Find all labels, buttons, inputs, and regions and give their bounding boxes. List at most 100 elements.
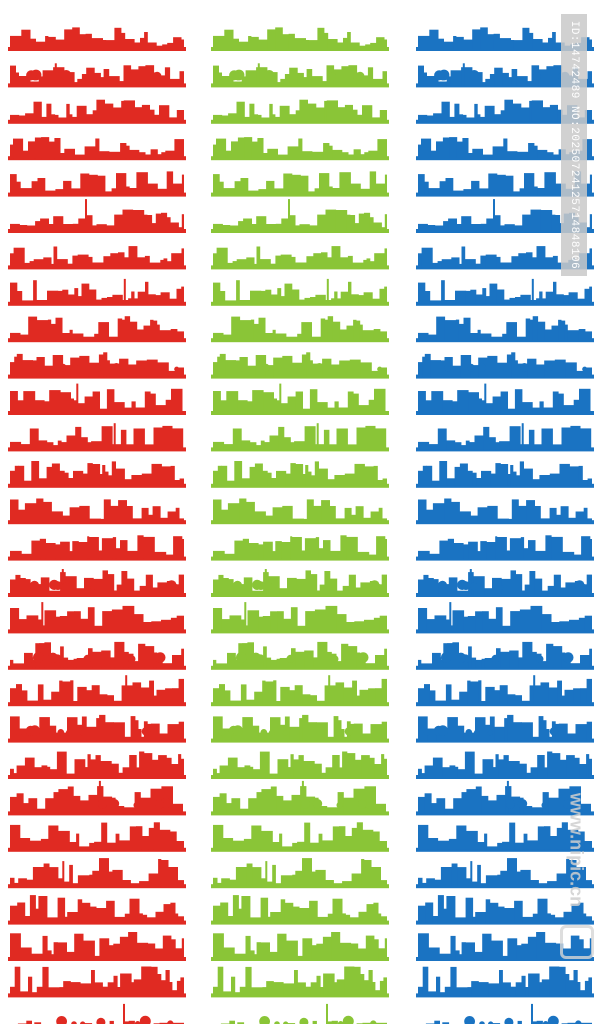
building — [78, 542, 89, 559]
building — [502, 841, 510, 850]
skyline-blocks — [8, 278, 186, 306]
building — [107, 574, 115, 595]
building — [482, 288, 487, 304]
building — [114, 916, 126, 923]
building — [232, 840, 245, 850]
building — [67, 912, 79, 923]
building — [231, 976, 236, 996]
building — [422, 882, 427, 887]
building — [422, 465, 427, 486]
building — [172, 428, 184, 450]
skyline-highrise — [211, 461, 389, 488]
building — [462, 114, 467, 122]
building — [136, 767, 140, 777]
building — [519, 763, 527, 777]
building — [280, 403, 288, 413]
building — [103, 352, 108, 377]
building — [382, 71, 387, 86]
building — [87, 442, 92, 450]
building — [449, 116, 455, 122]
building — [234, 181, 242, 195]
skyline-blocks — [211, 278, 389, 306]
skyline-farm-windmill — [416, 569, 594, 597]
building — [564, 689, 574, 705]
building — [92, 870, 100, 887]
building — [111, 188, 117, 195]
building — [518, 657, 523, 668]
tree — [358, 799, 367, 809]
building — [561, 320, 566, 341]
building — [170, 902, 176, 923]
tree — [79, 730, 85, 736]
tree — [549, 727, 559, 736]
building — [77, 899, 83, 923]
building — [16, 291, 23, 304]
building — [346, 536, 358, 559]
building — [481, 795, 489, 814]
building — [265, 333, 274, 341]
building — [111, 609, 123, 632]
building — [172, 655, 182, 668]
building — [520, 444, 530, 450]
building — [436, 141, 444, 159]
building — [16, 684, 22, 705]
building — [306, 256, 314, 268]
building — [284, 902, 294, 923]
building — [43, 863, 50, 887]
building — [153, 427, 163, 450]
building — [108, 871, 113, 887]
building — [36, 300, 48, 304]
building — [260, 897, 269, 923]
building — [139, 881, 149, 887]
building — [289, 67, 298, 86]
building — [384, 938, 387, 959]
building — [555, 42, 565, 49]
building — [91, 685, 100, 705]
building — [22, 150, 29, 159]
building — [274, 116, 281, 122]
building — [290, 607, 298, 632]
building — [362, 829, 374, 850]
building — [340, 729, 345, 741]
building — [296, 578, 306, 595]
building — [175, 948, 183, 959]
building — [298, 299, 305, 304]
building — [503, 755, 509, 777]
building — [18, 465, 25, 486]
ground-strip — [416, 629, 594, 634]
building — [444, 986, 451, 996]
building — [516, 76, 528, 86]
building — [213, 35, 225, 49]
building — [379, 288, 385, 304]
building — [270, 912, 282, 923]
building — [305, 40, 310, 49]
building — [507, 938, 518, 959]
building — [255, 355, 267, 377]
skyline-town-houses — [211, 498, 389, 525]
building — [570, 663, 581, 668]
skyline-row-houses — [8, 895, 186, 925]
building — [42, 935, 48, 959]
tree — [465, 729, 473, 736]
building — [213, 114, 223, 122]
building — [53, 246, 58, 268]
building — [313, 657, 318, 668]
building — [582, 913, 587, 923]
building — [536, 298, 540, 304]
building — [151, 759, 159, 777]
tree — [174, 366, 180, 372]
building — [350, 42, 360, 49]
building — [224, 690, 231, 705]
building — [34, 400, 45, 413]
building — [305, 570, 311, 595]
building — [558, 393, 564, 413]
building — [568, 980, 574, 996]
building — [92, 110, 97, 122]
skyline-domes — [211, 316, 389, 343]
building — [329, 578, 338, 595]
building — [120, 429, 127, 450]
building — [305, 986, 312, 996]
building — [124, 39, 135, 49]
building — [301, 151, 313, 159]
building — [559, 463, 570, 486]
